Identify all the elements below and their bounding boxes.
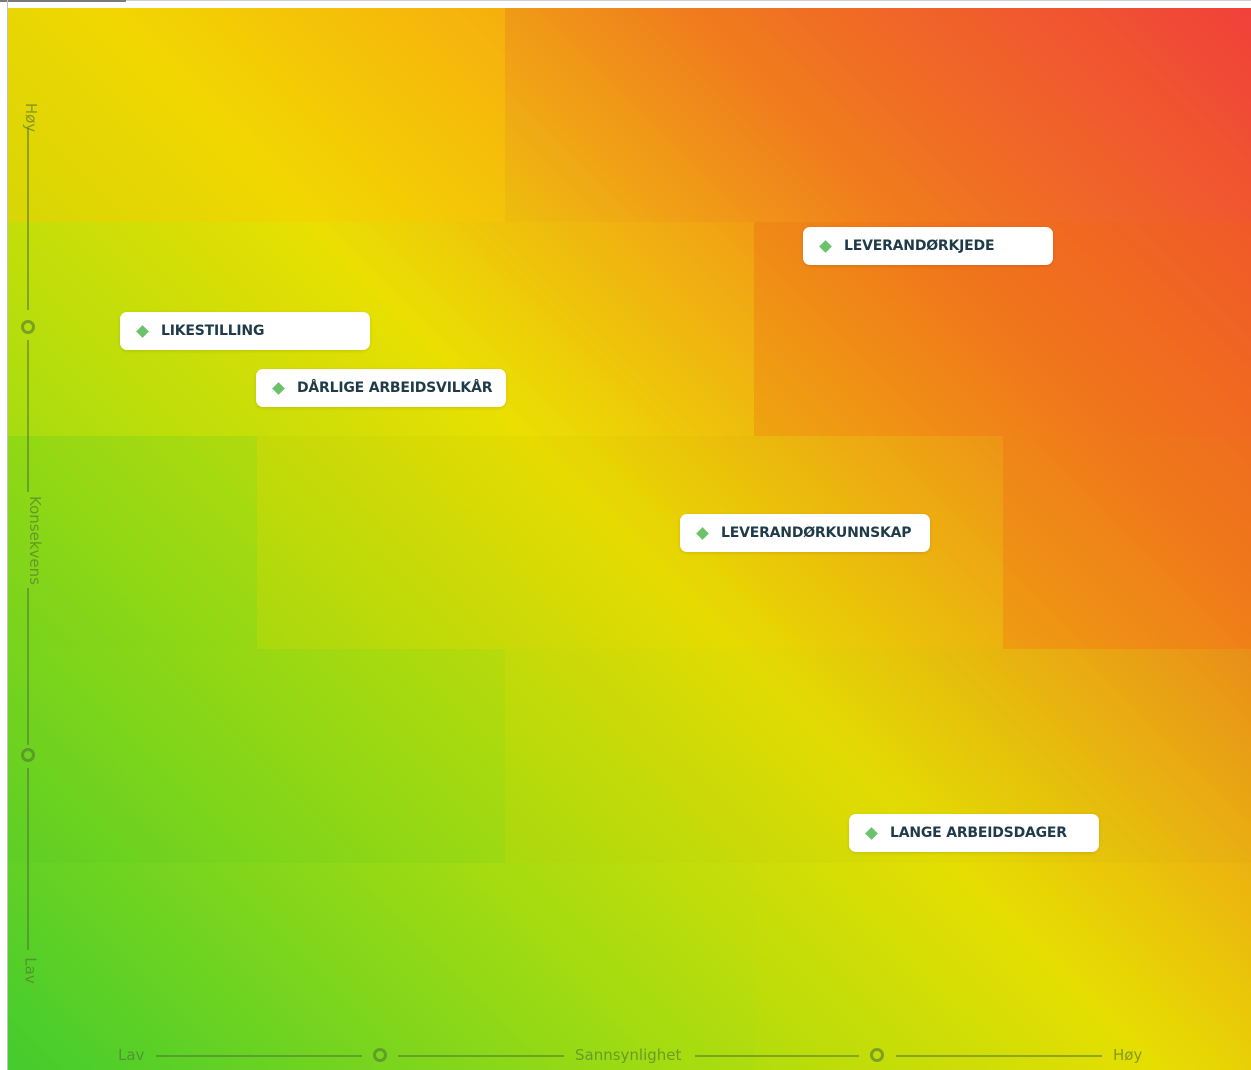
y-axis-line [27, 128, 29, 310]
diamond-icon [865, 826, 878, 840]
risk-point-label: LANGE ARBEIDSDAGER [890, 825, 1067, 841]
y-axis-line [27, 588, 29, 745]
risk-point-darlige-arbeidsvilkar[interactable]: DÅRLIGE ARBEIDSVILKÅR [256, 369, 506, 407]
y-axis-marker [21, 748, 35, 762]
matrix-cell [1003, 436, 1251, 649]
risk-point-leverandorkjede[interactable]: LEVERANDØRKJEDE [803, 227, 1053, 265]
x-axis-marker [373, 1048, 387, 1062]
risk-point-label: LEVERANDØRKUNNSKAP [721, 525, 912, 541]
risk-point-label: LIKESTILLING [161, 323, 265, 339]
diamond-icon [819, 239, 832, 253]
x-axis-line [398, 1055, 564, 1057]
x-axis-title: Sannsynlighet [575, 1046, 682, 1064]
diamond-icon [136, 324, 149, 338]
x-axis-line [156, 1055, 362, 1057]
y-tick-high: Høy [22, 102, 41, 133]
y-axis-line [27, 340, 29, 492]
left-border [7, 0, 8, 1070]
y-tick-low: Lav [21, 957, 40, 984]
risk-matrix [8, 8, 1251, 1070]
top-border [0, 0, 1251, 1]
matrix-cell [8, 649, 505, 863]
risk-point-leverandorkunnskap[interactable]: LEVERANDØRKUNNSKAP [680, 514, 930, 552]
y-axis-title: Konsekvens [25, 496, 44, 585]
diamond-icon [272, 381, 285, 395]
y-axis-line [27, 768, 29, 950]
matrix-cell [8, 8, 505, 222]
risk-point-label: LEVERANDØRKJEDE [844, 238, 995, 254]
x-tick-high: Høy [1113, 1046, 1143, 1064]
risk-point-likestilling[interactable]: LIKESTILLING [120, 312, 370, 350]
y-axis-marker [21, 320, 35, 334]
matrix-cell [8, 436, 257, 649]
x-axis-line [896, 1055, 1102, 1057]
x-axis-line [695, 1055, 859, 1057]
x-tick-low: Lav [118, 1046, 145, 1064]
diamond-icon [696, 526, 709, 540]
top-border-accent [0, 0, 126, 2]
matrix-cell [754, 863, 1251, 1070]
risk-point-lange-arbeidsdager[interactable]: LANGE ARBEIDSDAGER [849, 814, 1099, 852]
risk-point-label: DÅRLIGE ARBEIDSVILKÅR [297, 380, 493, 396]
x-axis-marker [870, 1048, 884, 1062]
